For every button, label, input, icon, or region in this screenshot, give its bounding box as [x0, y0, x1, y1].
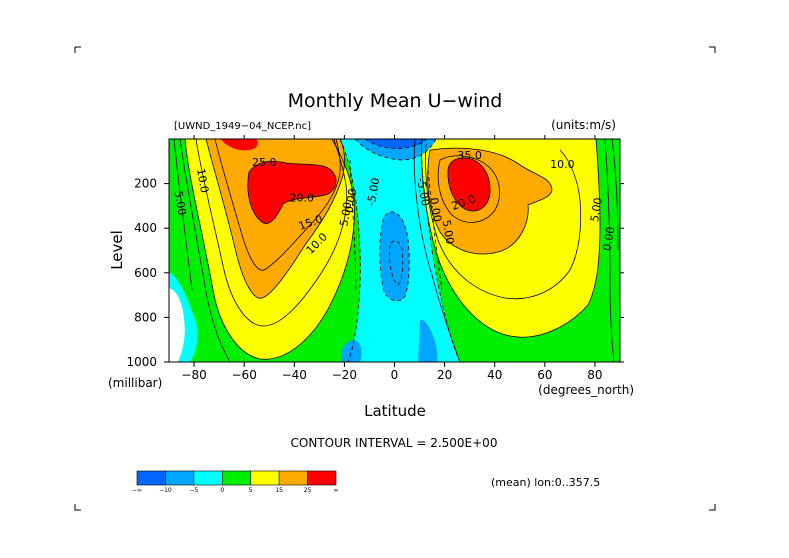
- axes: −80 −60 −40 −20 0 20 40 60 80 200 400 600 800 1000: [126, 135, 624, 382]
- y-tick-label: 200: [134, 177, 157, 191]
- x-tick-label: −40: [282, 368, 307, 382]
- contour-line: [173, 139, 193, 291]
- contour-lines: [173, 139, 619, 362]
- colorbar-swatch: [221, 470, 252, 486]
- contour-label: -5.00: [365, 177, 383, 207]
- colorbar-tick-label: 15: [275, 487, 283, 494]
- colorbar: −∞ −10 −5 0 5 15 25 ∞: [132, 470, 339, 494]
- y-tick-label: 800: [134, 310, 157, 324]
- y-tick-label: 1000: [126, 355, 157, 369]
- contour-line: [421, 139, 601, 338]
- contour-label: 10.0: [194, 168, 211, 194]
- dataset-label: [UWND_1949−04_NCEP.nc]: [174, 121, 311, 132]
- x-tick-label: 20: [437, 368, 452, 382]
- contour-line: [179, 139, 231, 362]
- y-axis-title: Level: [108, 230, 126, 270]
- contour-line: [195, 139, 348, 327]
- colorbar-tick-label: −10: [159, 487, 172, 494]
- contour-line: [247, 160, 337, 224]
- crop-mark-top-left: [74, 46, 81, 53]
- x-tick-label: 40: [487, 368, 502, 382]
- colorbar-swatch: [278, 470, 308, 486]
- contour-label: 5.00: [588, 197, 605, 223]
- x-tick-label: −80: [181, 368, 206, 382]
- colorbar-swatch: [165, 470, 195, 486]
- contour-line: [184, 139, 355, 360]
- x-tick-label: 80: [587, 368, 602, 382]
- colorbar-tick-label: 25: [304, 487, 312, 494]
- contour-line: [427, 169, 443, 291]
- contour-label: 0.00: [342, 188, 359, 214]
- x-tick-label: 60: [537, 368, 552, 382]
- band-minus10-top: [365, 139, 426, 149]
- contour-labels: 25.010.05.00 20.015.010.05.000.00 -5.00 -5.…: [171, 149, 617, 257]
- missing-data-region: [169, 288, 185, 362]
- band-minus5-bottom-right: [418, 319, 438, 362]
- x-axis-title: Latitude: [364, 402, 426, 420]
- contour-label: 20.0: [290, 191, 315, 204]
- contour-plot: [169, 139, 620, 362]
- band-25up-south-top: [221, 139, 258, 151]
- contour-line: [611, 139, 619, 251]
- y-axis-units: (millibar): [108, 376, 162, 390]
- negative-contour-lines: [339, 139, 461, 362]
- contour-line: [354, 139, 437, 161]
- units-label: (units:m/s): [551, 118, 616, 132]
- x-axis-units: (degrees_north): [538, 383, 634, 397]
- contour-line: [437, 155, 500, 223]
- contour-line: [214, 139, 341, 271]
- contour-line: [205, 139, 345, 299]
- crop-marks: [74, 46, 716, 511]
- contour-label: 10.0: [550, 158, 575, 171]
- contour-label: 5.00: [337, 201, 354, 227]
- x-tick-label: −60: [232, 368, 257, 382]
- colorbar-swatch: [307, 470, 337, 486]
- contour-label: 0.00: [427, 197, 444, 223]
- contour-label: 35.0: [457, 149, 482, 162]
- contour-line: [389, 240, 404, 286]
- crop-mark-bottom-left: [74, 504, 81, 511]
- contour-line: [427, 147, 553, 255]
- contour-label: 25.0: [252, 156, 277, 169]
- colorbar-swatch: [250, 470, 280, 486]
- contour-interval-text: CONTOUR INTERVAL = 2.500E+00: [291, 436, 498, 450]
- contour-label: 5.00: [171, 190, 188, 216]
- contour-line: [447, 157, 491, 212]
- band-25up-south: [247, 161, 337, 224]
- band-25up-north: [447, 157, 490, 211]
- y-tick-label: 400: [134, 221, 157, 235]
- colorbar-tick-label: ∞: [334, 487, 339, 494]
- colorbar-swatch: [136, 470, 166, 486]
- crop-mark-top-right: [709, 46, 716, 53]
- colorbar-tick-label: 0: [220, 487, 224, 494]
- contour-label: 5.00: [440, 219, 457, 245]
- contour-line: [379, 211, 410, 302]
- contour-line: [604, 139, 615, 362]
- contour-line: [339, 139, 361, 362]
- contour-label: -5.00: [414, 177, 432, 207]
- chart-title: Monthly Mean U−wind: [288, 90, 503, 112]
- contour-line: [349, 159, 357, 291]
- crop-mark-bottom-right: [709, 504, 716, 511]
- band-minus5-tropics: [379, 211, 410, 301]
- y-tick-label: 600: [134, 266, 157, 280]
- colorbar-tick-label: −5: [189, 487, 198, 494]
- colorbar-swatch: [193, 470, 223, 486]
- x-tick-label: 0: [391, 368, 399, 382]
- contour-line: [425, 143, 582, 300]
- x-tick-label: −20: [332, 368, 357, 382]
- contour-label: 0.00: [601, 226, 618, 252]
- colorbar-tick-label: −∞: [132, 487, 142, 494]
- mean-footnote: (mean) lon:0..357.5: [491, 476, 600, 489]
- colorbar-tick-label: 5: [249, 487, 253, 494]
- band-minus5-bottom: [342, 340, 362, 362]
